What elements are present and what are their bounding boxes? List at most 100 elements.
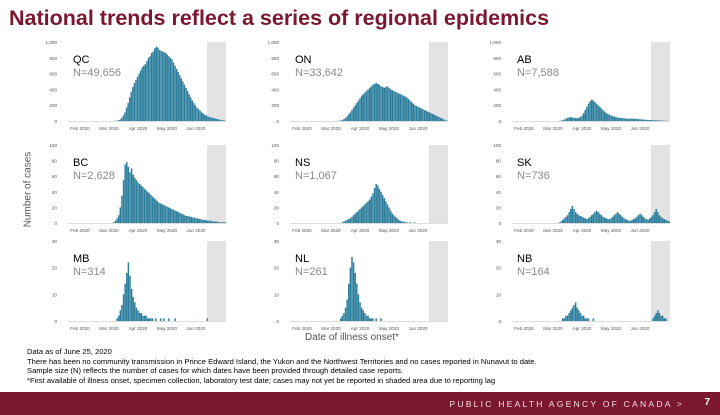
bar xyxy=(365,90,368,121)
bar xyxy=(666,220,669,223)
bar xyxy=(618,117,620,121)
reporting-lag-shade xyxy=(429,145,448,223)
bar xyxy=(116,218,118,223)
agency-name: PUBLIC HEALTH AGENCY OF CANADA > xyxy=(449,399,684,409)
bar xyxy=(142,315,144,321)
x-tick-label: Apr 2020 xyxy=(351,326,370,331)
bar xyxy=(563,218,566,223)
bar xyxy=(430,113,432,121)
bar xyxy=(576,213,578,223)
bar xyxy=(197,109,200,121)
bar xyxy=(152,51,154,122)
province-label: NL xyxy=(295,253,309,265)
x-tick-label: Feb 2020 xyxy=(70,228,90,233)
bar xyxy=(346,219,348,223)
sample-size-label: N=736 xyxy=(517,170,550,182)
bar xyxy=(597,105,599,121)
bar xyxy=(160,50,162,121)
bar xyxy=(571,307,574,321)
bar xyxy=(589,101,591,121)
bar xyxy=(573,117,575,121)
bar xyxy=(574,302,577,321)
sample-size-label: N=33,642 xyxy=(295,67,343,79)
bar xyxy=(586,219,588,223)
bar xyxy=(652,318,654,321)
bar xyxy=(357,210,360,223)
bar xyxy=(166,54,168,121)
bar xyxy=(210,117,212,121)
bar xyxy=(147,191,149,223)
bar xyxy=(565,216,567,223)
bar xyxy=(566,215,569,223)
bar xyxy=(401,94,403,121)
x-tick-label: Jun 2020 xyxy=(187,228,206,233)
x-tick-label: Feb 2020 xyxy=(292,326,312,331)
bar xyxy=(344,307,347,321)
bar xyxy=(369,318,371,321)
bar xyxy=(121,117,123,121)
bar xyxy=(369,199,371,223)
bar xyxy=(668,221,670,223)
bar xyxy=(166,206,168,223)
bar xyxy=(570,310,572,321)
sample-size-label: N=164 xyxy=(517,266,550,278)
x-tick-label: Mar 2020 xyxy=(543,228,563,233)
bar xyxy=(613,116,616,121)
bar xyxy=(582,113,585,121)
sample-size-label: N=49,656 xyxy=(73,67,121,79)
bar xyxy=(581,315,583,321)
bar xyxy=(218,119,220,121)
bar xyxy=(628,118,630,121)
bar xyxy=(655,120,657,121)
bar xyxy=(383,87,385,121)
sample-size-label: N=2,628 xyxy=(73,170,115,182)
bar xyxy=(134,177,136,223)
bar xyxy=(443,119,445,121)
bar xyxy=(188,94,190,121)
bar xyxy=(647,219,649,223)
bar xyxy=(616,212,619,223)
bar xyxy=(417,106,419,121)
bar xyxy=(637,119,640,121)
y-tick-label: 40 xyxy=(274,190,280,195)
bar xyxy=(645,119,648,121)
bar xyxy=(393,215,395,223)
x-tick-label: May 2020 xyxy=(379,326,400,331)
bar xyxy=(409,222,411,223)
bar xyxy=(143,188,146,223)
bar xyxy=(631,219,633,223)
bar xyxy=(394,91,397,121)
bar xyxy=(149,56,151,121)
bar xyxy=(560,221,562,223)
bar xyxy=(621,216,624,223)
bar xyxy=(594,102,596,121)
bar xyxy=(125,107,128,121)
bar xyxy=(665,318,667,321)
bar xyxy=(592,100,595,121)
bar xyxy=(346,299,348,321)
bar xyxy=(660,216,662,223)
bar xyxy=(124,164,126,223)
x-tick-label: Feb 2020 xyxy=(292,228,312,233)
y-tick-label: 0 xyxy=(276,319,279,324)
bar xyxy=(119,119,122,121)
bar xyxy=(168,56,170,121)
bar xyxy=(563,318,566,321)
y-tick-label: 0 xyxy=(276,119,279,124)
bar xyxy=(116,318,118,321)
bar xyxy=(362,205,365,223)
bar xyxy=(570,208,572,223)
bar xyxy=(377,83,379,121)
x-tick-label: Apr 2020 xyxy=(129,326,148,331)
bar xyxy=(359,208,361,223)
y-tick-label: 600 xyxy=(271,72,279,77)
bar xyxy=(561,219,564,223)
bar xyxy=(148,193,151,223)
bar xyxy=(348,114,350,121)
bar xyxy=(354,273,356,321)
x-tick-label: Jun 2020 xyxy=(187,326,206,331)
bar xyxy=(139,70,142,121)
bar xyxy=(117,315,120,321)
bar xyxy=(578,117,580,121)
bar xyxy=(356,102,358,121)
